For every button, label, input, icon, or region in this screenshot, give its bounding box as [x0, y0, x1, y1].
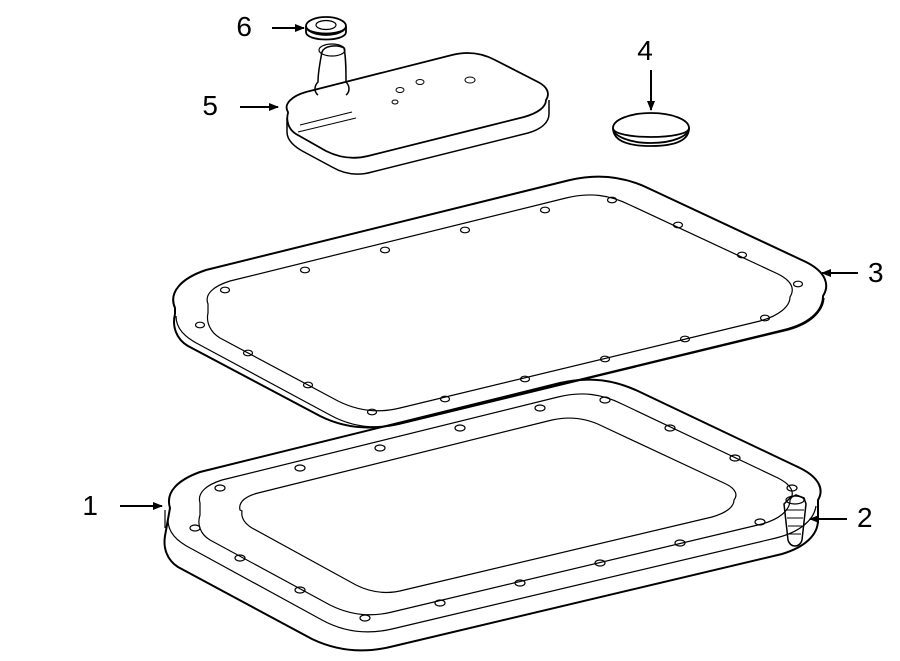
magnet-disc — [613, 113, 689, 146]
technical-diagram: 1 2 3 4 5 6 — [0, 0, 900, 661]
pan-gasket — [173, 177, 826, 428]
callout-label-2: 2 — [857, 502, 873, 533]
oil-pan — [165, 380, 821, 661]
callout-label-4: 4 — [637, 35, 653, 66]
grommet — [306, 17, 346, 40]
callout-label-5: 5 — [202, 90, 218, 121]
callout-label-1: 1 — [82, 490, 98, 521]
callout-label-3: 3 — [868, 257, 884, 288]
drain-plug — [784, 495, 806, 546]
filter-assembly — [287, 44, 549, 174]
callout-label-6: 6 — [236, 11, 252, 42]
